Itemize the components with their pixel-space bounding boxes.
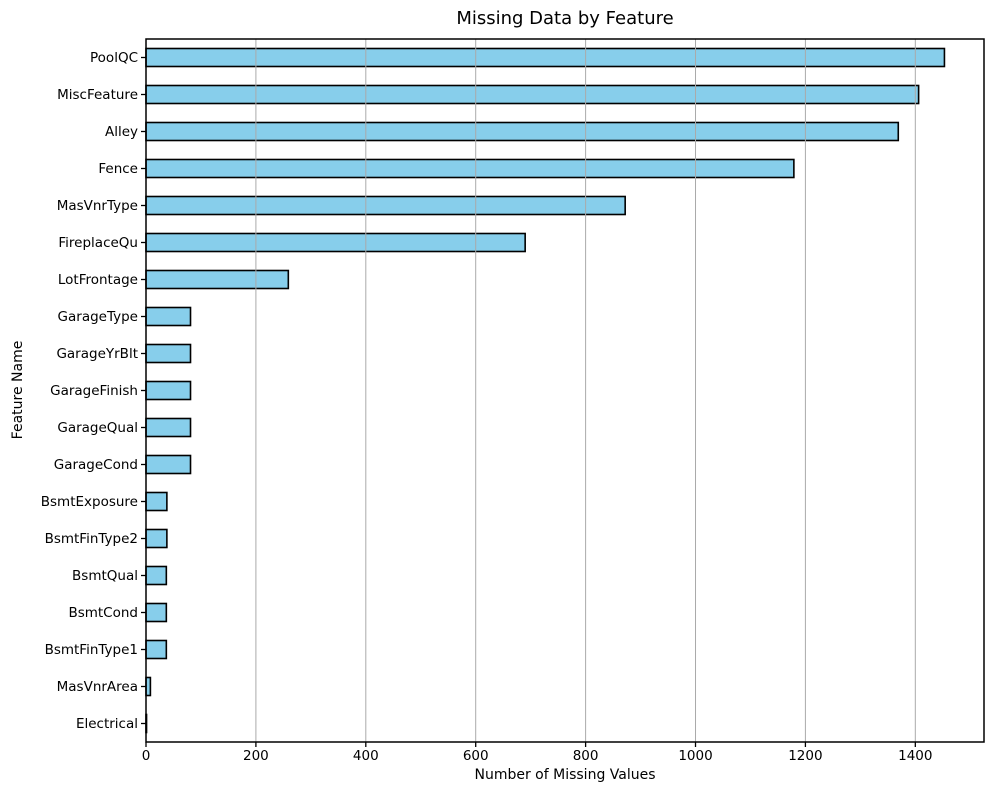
y-tick-label-MasVnrArea: MasVnrArea xyxy=(57,679,138,695)
bar-BsmtQual xyxy=(145,565,168,586)
plot-area xyxy=(146,39,984,742)
y-tick-label-Electrical: Electrical xyxy=(76,716,138,732)
x-tick-label-400: 400 xyxy=(353,748,379,764)
bar-Alley xyxy=(145,121,900,142)
x-axis-label: Number of Missing Values xyxy=(474,767,656,783)
bar-FireplaceQu xyxy=(145,232,526,253)
bar-Fence xyxy=(145,158,795,179)
chart-title: Missing Data by Feature xyxy=(456,8,674,29)
y-tick-label-BsmtFinType2: BsmtFinType2 xyxy=(45,531,138,547)
x-tick-label-1200: 1200 xyxy=(788,748,822,764)
x-tick-label-1000: 1000 xyxy=(678,748,712,764)
bar-BsmtExposure xyxy=(145,491,168,512)
x-tick-label-800: 800 xyxy=(573,748,599,764)
y-tick-label-BsmtFinType1: BsmtFinType1 xyxy=(45,642,138,658)
bar-MasVnrType xyxy=(145,195,626,216)
bar-BsmtFinType1 xyxy=(145,639,168,660)
x-tick-label-600: 600 xyxy=(463,748,489,764)
y-tick-label-GarageCond: GarageCond xyxy=(54,457,138,473)
y-tick-label-PoolQC: PoolQC xyxy=(90,50,138,66)
y-tick-label-Fence: Fence xyxy=(98,161,138,177)
bar-PoolQC xyxy=(145,47,946,68)
x-tick-label-1400: 1400 xyxy=(898,748,932,764)
bar-BsmtCond xyxy=(145,602,168,623)
y-tick-label-MiscFeature: MiscFeature xyxy=(57,87,138,103)
y-tick-label-GarageQual: GarageQual xyxy=(57,420,138,436)
y-tick-label-FireplaceQu: FireplaceQu xyxy=(58,235,138,251)
bar-GarageFinish xyxy=(145,380,192,401)
y-tick-label-BsmtCond: BsmtCond xyxy=(68,605,138,621)
bar-BsmtFinType2 xyxy=(145,528,168,549)
y-tick-label-LotFrontage: LotFrontage xyxy=(58,272,138,288)
bar-GarageCond xyxy=(145,454,192,475)
y-tick-label-GarageFinish: GarageFinish xyxy=(50,383,138,399)
y-tick-label-Alley: Alley xyxy=(105,124,138,140)
bar-LotFrontage xyxy=(145,269,290,290)
y-axis-label: Feature Name xyxy=(10,340,26,440)
y-tick-label-BsmtExposure: BsmtExposure xyxy=(41,494,138,510)
bar-GarageQual xyxy=(145,417,192,438)
bar-MiscFeature xyxy=(145,84,920,105)
y-tick-label-MasVnrType: MasVnrType xyxy=(57,198,138,214)
y-tick-label-BsmtQual: BsmtQual xyxy=(72,568,138,584)
y-tick-label-GarageYrBlt: GarageYrBlt xyxy=(56,346,138,362)
bar-GarageYrBlt xyxy=(145,343,192,364)
x-tick-label-0: 0 xyxy=(142,748,151,764)
y-tick-label-GarageType: GarageType xyxy=(58,309,138,325)
x-tick-label-200: 200 xyxy=(243,748,269,764)
bar-GarageType xyxy=(145,306,192,327)
